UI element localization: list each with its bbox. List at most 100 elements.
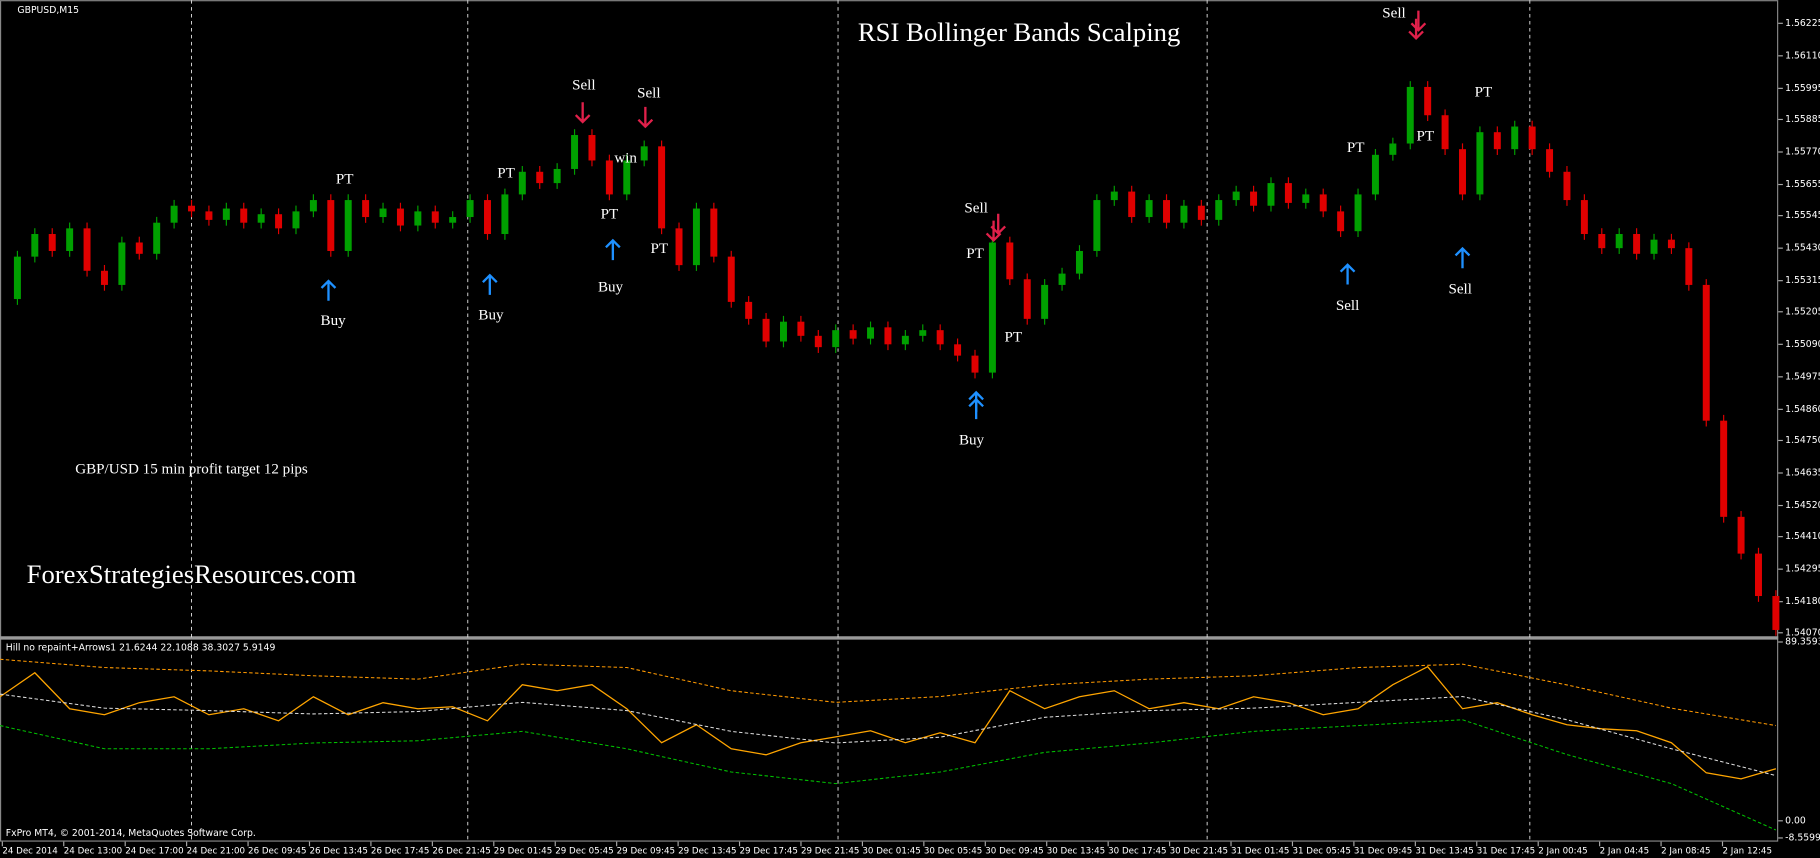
candle-body <box>1650 239 1658 254</box>
sell-arrow <box>637 106 654 129</box>
annotation: Buy <box>598 279 624 295</box>
y-tick-label: 1.55430 <box>1785 243 1820 254</box>
annotation: PT <box>601 206 619 222</box>
candle-body <box>1406 86 1414 144</box>
candle-body <box>1337 211 1345 232</box>
indicator-line <box>0 719 1777 831</box>
candle-body <box>1493 132 1501 150</box>
candle-body <box>327 200 335 251</box>
buy-arrow <box>320 279 337 301</box>
candle-body <box>1685 248 1693 285</box>
y-tick-label: 1.55315 <box>1785 275 1820 286</box>
candle-body <box>1511 126 1519 150</box>
candle-body <box>240 208 248 223</box>
y-tick-label: 1.54750 <box>1785 435 1820 446</box>
candle-body <box>1319 194 1327 212</box>
symbol: GBPUSD,M15 <box>17 5 79 16</box>
candle-body <box>832 330 840 348</box>
candle-body <box>205 211 213 220</box>
y-tick-label: 1.55090 <box>1785 339 1820 350</box>
x-tick-label: 29 Dec 21:45 <box>801 846 859 856</box>
candle-body <box>31 234 39 257</box>
x-tick-label: 24 Dec 2014 <box>2 846 58 856</box>
x-tick-label: 31 Dec 09:45 <box>1354 846 1412 856</box>
candle-body <box>814 335 822 348</box>
candle-body <box>623 160 631 195</box>
y-tick-label: 1.54975 <box>1785 371 1820 382</box>
y-tick-label: 1.54635 <box>1785 467 1820 478</box>
annotation: Sell <box>1382 5 1405 21</box>
x-tick-label: 26 Dec 21:45 <box>432 846 490 856</box>
annotation: PT <box>1004 329 1022 345</box>
sell-arrow <box>1410 10 1427 32</box>
candle-body <box>1110 191 1118 201</box>
candle-body <box>745 301 753 319</box>
candle-body <box>919 330 927 336</box>
y-tick-label: 1.55205 <box>1785 306 1820 317</box>
x-tick-label: 2 Jan 08:45 <box>1661 846 1710 856</box>
candle-body <box>484 200 491 235</box>
candle-body <box>727 256 735 302</box>
x-tick-label: 29 Dec 01:45 <box>494 846 552 856</box>
sell-arrow <box>1408 18 1424 41</box>
candle-body <box>797 321 805 336</box>
candle-body <box>1371 154 1379 195</box>
candle-body <box>605 160 613 195</box>
candle-body <box>1128 191 1136 218</box>
candle-body <box>1720 420 1728 517</box>
x-tick-label: 30 Dec 05:45 <box>924 846 982 856</box>
candle-body <box>692 208 700 266</box>
annotation: Buy <box>478 307 504 323</box>
candle-body <box>1702 284 1710 421</box>
candle-body <box>675 228 683 266</box>
candle-body <box>170 205 178 223</box>
x-tick-label: 2 Jan 00:45 <box>1538 846 1587 856</box>
buy-arrow <box>605 238 621 261</box>
candle-body <box>571 135 579 169</box>
candle-body <box>1302 194 1310 203</box>
buy-arrow <box>1454 246 1471 269</box>
x-tick-label: 29 Dec 09:45 <box>617 846 675 856</box>
candle-body <box>762 318 770 342</box>
candle-body <box>83 228 91 271</box>
chart-title: RSI Bollinger Bands Scalping <box>858 17 1180 47</box>
candle-body <box>1058 273 1066 285</box>
sell-arrow <box>985 220 1002 243</box>
x-tick-label: 30 Dec 13:45 <box>1047 846 1105 856</box>
indicator-line <box>0 693 1777 777</box>
x-tick-label: 24 Dec 17:00 <box>125 846 183 856</box>
annotation: PT <box>497 166 515 182</box>
candle-body <box>1093 200 1101 251</box>
y-tick-label: 1.56110 <box>1785 50 1820 61</box>
candle-body <box>153 222 161 254</box>
candle-body <box>275 214 283 229</box>
candle-body <box>431 211 439 223</box>
candle-body <box>1546 149 1554 172</box>
y-tick-label: 1.55995 <box>1785 83 1820 94</box>
y-tick-label: 89.3593 <box>1785 636 1820 647</box>
buy-arrow <box>1339 263 1356 285</box>
x-tick-label: 30 Dec 21:45 <box>1170 846 1228 856</box>
annotation: PT <box>966 246 984 262</box>
candle-body <box>1615 234 1623 249</box>
candle-body <box>954 344 962 356</box>
annotation: win <box>614 151 637 167</box>
candle-body <box>1267 183 1275 206</box>
candle-body <box>309 200 317 212</box>
candle-body <box>501 194 509 235</box>
x-tick-label: 30 Dec 09:45 <box>985 846 1043 856</box>
y-tick-label: 1.54410 <box>1785 531 1820 542</box>
x-tick-label: 31 Dec 01:45 <box>1231 846 1289 856</box>
candle-body <box>379 208 387 218</box>
y-tick-label: 0.00 <box>1785 815 1806 826</box>
candle-body <box>1772 596 1780 630</box>
annotation: Sell <box>1336 298 1359 314</box>
candle-body <box>553 168 561 184</box>
x-tick-label: 31 Dec 13:45 <box>1415 846 1473 856</box>
x-tick-label: 24 Dec 13:00 <box>64 846 122 856</box>
candle-body <box>1633 234 1641 254</box>
candle-body <box>867 327 875 339</box>
candle-body <box>658 146 666 229</box>
candle-body <box>188 205 195 212</box>
